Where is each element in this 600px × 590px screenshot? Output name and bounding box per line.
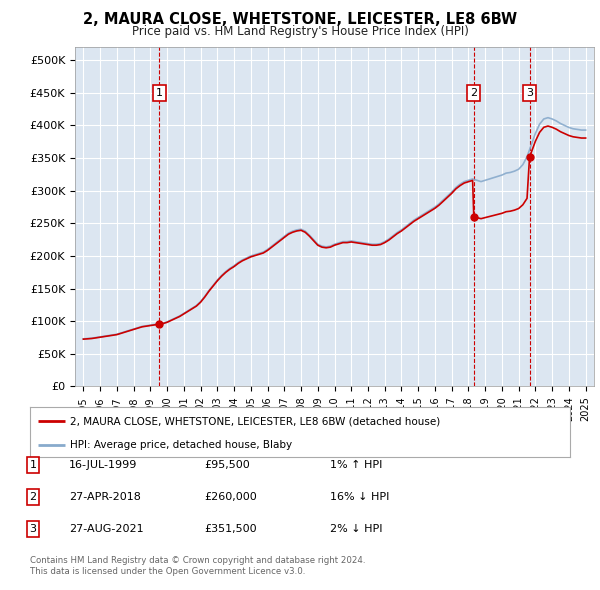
Text: 16-JUL-1999: 16-JUL-1999 xyxy=(69,460,137,470)
Text: 3: 3 xyxy=(526,88,533,98)
Text: Contains HM Land Registry data © Crown copyright and database right 2024.: Contains HM Land Registry data © Crown c… xyxy=(30,556,365,565)
Text: HPI: Average price, detached house, Blaby: HPI: Average price, detached house, Blab… xyxy=(71,440,293,450)
Text: £351,500: £351,500 xyxy=(204,525,257,534)
Text: Price paid vs. HM Land Registry's House Price Index (HPI): Price paid vs. HM Land Registry's House … xyxy=(131,25,469,38)
Text: 2% ↓ HPI: 2% ↓ HPI xyxy=(330,525,383,534)
Text: 2, MAURA CLOSE, WHETSTONE, LEICESTER, LE8 6BW (detached house): 2, MAURA CLOSE, WHETSTONE, LEICESTER, LE… xyxy=(71,416,441,426)
Text: 16% ↓ HPI: 16% ↓ HPI xyxy=(330,492,389,502)
Text: £95,500: £95,500 xyxy=(204,460,250,470)
Text: 27-AUG-2021: 27-AUG-2021 xyxy=(69,525,143,534)
Text: 3: 3 xyxy=(29,525,37,534)
Text: 2, MAURA CLOSE, WHETSTONE, LEICESTER, LE8 6BW: 2, MAURA CLOSE, WHETSTONE, LEICESTER, LE… xyxy=(83,12,517,27)
Text: 1: 1 xyxy=(29,460,37,470)
Text: 1% ↑ HPI: 1% ↑ HPI xyxy=(330,460,382,470)
Text: £260,000: £260,000 xyxy=(204,492,257,502)
Text: 27-APR-2018: 27-APR-2018 xyxy=(69,492,141,502)
Text: 1: 1 xyxy=(156,88,163,98)
Text: This data is licensed under the Open Government Licence v3.0.: This data is licensed under the Open Gov… xyxy=(30,567,305,576)
Text: 2: 2 xyxy=(29,492,37,502)
Text: 2: 2 xyxy=(470,88,478,98)
